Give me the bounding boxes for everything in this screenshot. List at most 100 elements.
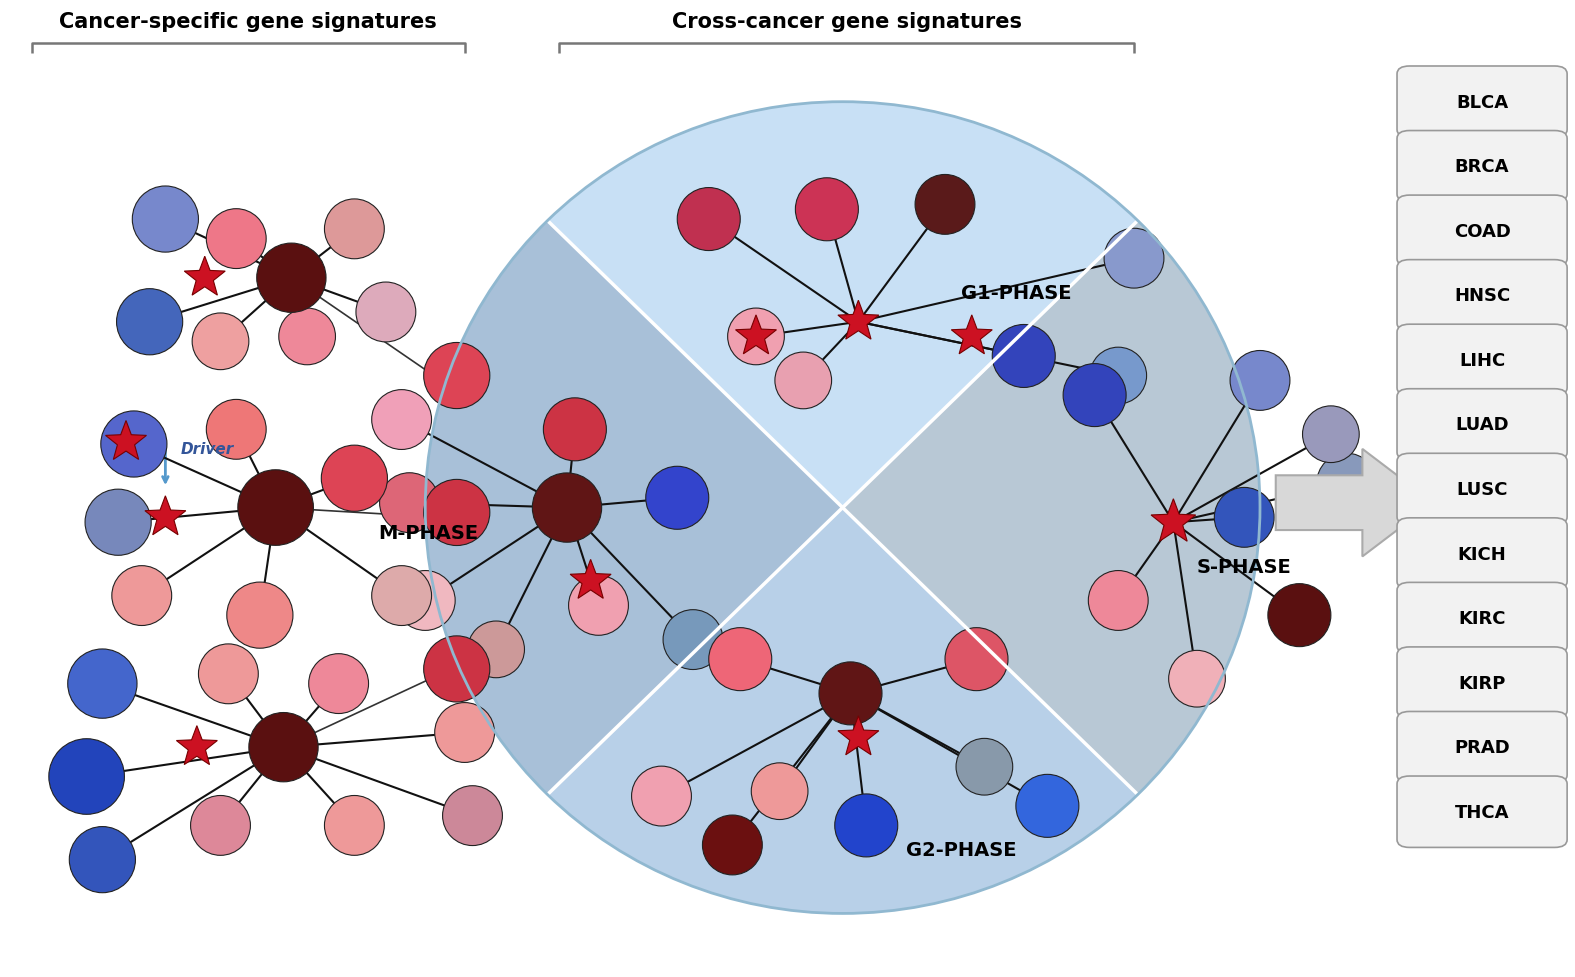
Ellipse shape (321, 446, 387, 512)
Polygon shape (570, 560, 611, 599)
Ellipse shape (380, 473, 439, 533)
Ellipse shape (663, 610, 723, 670)
Ellipse shape (424, 480, 490, 546)
Ellipse shape (424, 343, 490, 409)
Ellipse shape (532, 474, 602, 542)
Ellipse shape (309, 654, 369, 714)
Polygon shape (1276, 449, 1433, 557)
Polygon shape (106, 421, 146, 460)
Ellipse shape (945, 628, 1008, 691)
Ellipse shape (1230, 351, 1290, 411)
Text: BLCA: BLCA (1455, 94, 1509, 111)
Ellipse shape (324, 199, 384, 260)
Text: KIRP: KIRP (1458, 674, 1506, 692)
Polygon shape (548, 508, 1137, 913)
Ellipse shape (1088, 571, 1148, 631)
Text: Driver: Driver (181, 442, 235, 457)
Text: BRCA: BRCA (1455, 158, 1509, 176)
Ellipse shape (569, 575, 628, 636)
Ellipse shape (702, 815, 762, 875)
Text: LUAD: LUAD (1455, 416, 1509, 434)
Ellipse shape (227, 582, 293, 649)
Text: HNSC: HNSC (1454, 287, 1510, 305)
Ellipse shape (775, 353, 832, 409)
Text: LIHC: LIHC (1458, 352, 1506, 369)
Ellipse shape (257, 244, 326, 313)
Ellipse shape (424, 636, 490, 702)
Text: S-PHASE: S-PHASE (1197, 557, 1292, 576)
Ellipse shape (249, 713, 318, 782)
Polygon shape (145, 496, 186, 535)
FancyBboxPatch shape (1397, 582, 1567, 655)
Ellipse shape (468, 621, 524, 678)
Polygon shape (184, 257, 225, 296)
Ellipse shape (395, 571, 455, 631)
Ellipse shape (1104, 229, 1164, 289)
Polygon shape (843, 222, 1260, 794)
Text: M-PHASE: M-PHASE (378, 523, 479, 542)
Ellipse shape (112, 566, 172, 626)
Ellipse shape (198, 644, 258, 704)
Text: KICH: KICH (1458, 545, 1506, 563)
Ellipse shape (728, 309, 784, 365)
Ellipse shape (819, 662, 882, 725)
Polygon shape (176, 726, 217, 765)
Text: Cancer-specific gene signatures: Cancer-specific gene signatures (60, 13, 436, 32)
Text: PRAD: PRAD (1454, 739, 1510, 756)
Ellipse shape (279, 309, 335, 365)
Ellipse shape (435, 702, 495, 763)
Text: LUSC: LUSC (1457, 481, 1507, 498)
FancyBboxPatch shape (1397, 648, 1567, 719)
FancyBboxPatch shape (1397, 260, 1567, 331)
Ellipse shape (372, 566, 432, 626)
Polygon shape (838, 716, 879, 755)
Ellipse shape (835, 794, 898, 857)
FancyBboxPatch shape (1397, 390, 1567, 461)
Text: KIRC: KIRC (1458, 610, 1506, 627)
Text: Cross-cancer gene signatures: Cross-cancer gene signatures (671, 13, 1022, 32)
Ellipse shape (632, 766, 691, 827)
Polygon shape (951, 316, 992, 355)
Ellipse shape (915, 175, 975, 235)
Ellipse shape (992, 325, 1055, 388)
Ellipse shape (69, 827, 135, 893)
Ellipse shape (191, 795, 250, 856)
Ellipse shape (49, 739, 124, 815)
Polygon shape (1151, 499, 1195, 541)
FancyBboxPatch shape (1397, 324, 1567, 397)
Ellipse shape (68, 650, 137, 718)
Ellipse shape (751, 763, 808, 820)
FancyBboxPatch shape (1397, 776, 1567, 847)
Polygon shape (838, 301, 879, 340)
Text: COAD: COAD (1454, 223, 1510, 240)
Text: G1-PHASE: G1-PHASE (961, 283, 1071, 303)
Ellipse shape (206, 209, 266, 270)
Ellipse shape (677, 189, 740, 251)
Ellipse shape (1303, 406, 1359, 463)
FancyBboxPatch shape (1397, 195, 1567, 267)
Ellipse shape (85, 489, 151, 556)
FancyBboxPatch shape (1397, 132, 1567, 203)
Polygon shape (425, 222, 843, 794)
Ellipse shape (543, 399, 606, 461)
Ellipse shape (709, 628, 772, 691)
Ellipse shape (795, 179, 858, 241)
Ellipse shape (646, 467, 709, 530)
FancyBboxPatch shape (1397, 453, 1567, 526)
Ellipse shape (372, 390, 432, 450)
Ellipse shape (238, 470, 313, 546)
Ellipse shape (117, 289, 183, 356)
FancyBboxPatch shape (1397, 67, 1567, 138)
Ellipse shape (206, 400, 266, 460)
Polygon shape (736, 316, 776, 355)
FancyBboxPatch shape (1397, 518, 1567, 590)
Ellipse shape (1317, 453, 1377, 514)
Ellipse shape (1268, 584, 1331, 647)
Ellipse shape (132, 187, 198, 253)
Ellipse shape (356, 282, 416, 343)
Ellipse shape (1016, 775, 1079, 837)
Ellipse shape (324, 795, 384, 856)
Ellipse shape (1063, 364, 1126, 427)
Ellipse shape (192, 314, 249, 370)
Text: THCA: THCA (1455, 803, 1509, 821)
